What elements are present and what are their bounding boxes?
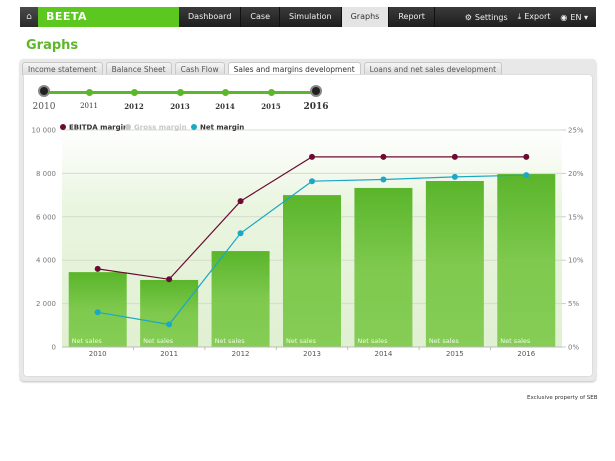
net-sales-bar[interactable] [211, 251, 270, 347]
year-label: 2010 [32, 102, 56, 112]
chevron-down-icon: ▾ [583, 12, 588, 22]
legend-item-gross-margin[interactable]: Gross margin [125, 124, 187, 132]
settings-button[interactable]: ⚙ Settings [464, 12, 508, 22]
top-navbar: ⌂ BEETA Dashboard Case Simulation Graphs Rep… [20, 7, 596, 27]
graph-tabs: Income statement Balance Sheet Cash Flow Sa… [22, 62, 503, 76]
download-icon: ⤓ [517, 12, 522, 21]
tab-loans-and-net-sales-development[interactable]: Loans and net sales development [363, 62, 503, 75]
bar-label: Net sales [357, 337, 388, 345]
year-label: 2012 [124, 102, 144, 111]
x-axis-tick: 2015 [446, 350, 464, 358]
bar-label: Net sales [286, 337, 317, 345]
year-label: 2014 [215, 102, 235, 111]
data-point[interactable] [523, 172, 530, 179]
right-axis-tick: 5% [568, 300, 579, 308]
x-axis-tick: 2014 [375, 350, 393, 358]
left-axis-tick: 6 000 [36, 213, 56, 221]
left-axis-tick: 10 000 [32, 127, 57, 135]
year-marker[interactable] [85, 89, 93, 96]
data-point[interactable] [451, 153, 458, 160]
right-axis-tick: 10% [568, 257, 584, 265]
net-sales-bar[interactable] [425, 180, 484, 347]
export-button[interactable]: ⤓ Export [517, 12, 551, 21]
data-point[interactable] [380, 176, 387, 183]
left-axis-tick: 0 [52, 344, 56, 352]
bar-label: Net sales [143, 337, 174, 345]
year-label: 2016 [303, 102, 329, 112]
tab-balance-sheet[interactable]: Balance Sheet [105, 62, 172, 75]
left-axis-tick: 8 000 [36, 170, 56, 178]
year-label: 2015 [261, 102, 281, 111]
data-point[interactable] [309, 178, 315, 185]
data-point[interactable] [451, 173, 458, 180]
data-point[interactable] [523, 153, 530, 160]
right-axis-tick: 0% [568, 344, 579, 352]
data-point[interactable] [94, 309, 101, 316]
net-sales-bar[interactable] [283, 195, 341, 347]
legend-item-net-margin[interactable]: Net margin [191, 124, 244, 132]
footer-note: Exclusive property of SEB [527, 395, 598, 401]
x-axis-tick: 2016 [517, 350, 535, 358]
home-icon: ⌂ [26, 12, 32, 22]
year-marker[interactable] [267, 89, 275, 96]
data-point[interactable] [237, 230, 244, 237]
data-point[interactable] [94, 265, 101, 272]
bar-label: Net sales [429, 337, 460, 345]
range-start-handle[interactable] [38, 85, 50, 97]
tab-sales-and-margins-development[interactable]: Sales and margins development [227, 62, 361, 76]
right-axis-tick: 25% [568, 127, 584, 135]
year-marker[interactable] [221, 89, 229, 96]
page-title: Graphs [26, 38, 79, 53]
year-range-slider[interactable]: 2010 2011 2012 2013 2014 2015 2016 [32, 79, 329, 112]
year-marker[interactable] [130, 89, 138, 96]
x-axis-tick: 2013 [303, 350, 321, 358]
data-point[interactable] [380, 153, 387, 160]
left-axis-tick: 4 000 [36, 257, 56, 265]
x-axis-tick: 2012 [232, 350, 250, 358]
data-point[interactable] [166, 321, 173, 328]
home-button[interactable]: ⌂ [20, 7, 38, 27]
main-nav: Dashboard Case Simulation Graphs Report [179, 7, 435, 27]
x-axis-tick: 2010 [89, 350, 107, 358]
globe-icon: ◉ [560, 12, 568, 22]
svg-text:Gross margin: Gross margin [134, 124, 187, 132]
svg-text:EBITDA margin: EBITDA margin [69, 124, 128, 132]
nav-dashboard[interactable]: Dashboard [179, 7, 242, 27]
bar-label: Net sales [215, 337, 246, 345]
nav-case[interactable]: Case [241, 7, 280, 27]
brand-logo: BEETA [38, 7, 179, 27]
data-point[interactable] [166, 276, 173, 283]
svg-text:Net margin: Net margin [200, 124, 244, 132]
nav-graphs[interactable]: Graphs [341, 7, 390, 27]
net-sales-bar[interactable] [354, 187, 413, 347]
tab-income-statement[interactable]: Income statement [22, 62, 103, 75]
data-point[interactable] [309, 153, 315, 160]
year-label: 2013 [170, 102, 190, 111]
tab-cash-flow[interactable]: Cash Flow [174, 62, 225, 75]
nav-report[interactable]: Report [389, 7, 435, 27]
data-point[interactable] [237, 198, 244, 205]
right-axis-tick: 20% [568, 170, 584, 178]
gear-icon: ⚙ [464, 12, 472, 22]
year-marker[interactable] [176, 89, 184, 96]
net-sales-bar[interactable] [497, 174, 556, 347]
left-axis-tick: 2 000 [36, 300, 56, 308]
language-selector[interactable]: ◉ EN ▾ [560, 12, 588, 22]
nav-simulation[interactable]: Simulation [280, 7, 342, 27]
bar-label: Net sales [500, 337, 531, 345]
bar-label: Net sales [72, 337, 103, 345]
range-end-handle[interactable] [310, 85, 322, 97]
legend-item-ebitda-margin[interactable]: EBITDA margin [60, 124, 128, 132]
year-label: 2011 [80, 102, 98, 110]
right-axis-tick: 15% [568, 213, 584, 221]
net-sales-bar[interactable] [140, 279, 199, 347]
x-axis-tick: 2011 [160, 350, 178, 358]
